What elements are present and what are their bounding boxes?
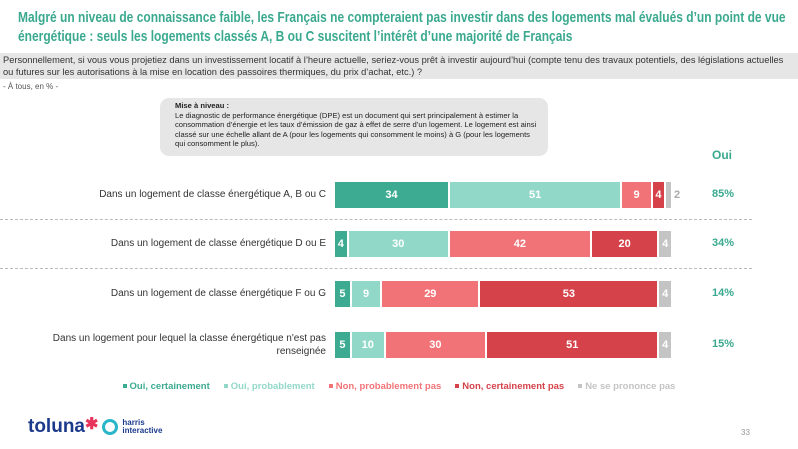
legend-label: Oui, probablement <box>230 381 315 392</box>
page-number: 33 <box>741 428 750 437</box>
base-note: - À tous, en % - <box>3 82 59 91</box>
bar-segment: 34 <box>335 182 450 208</box>
bar-segment: 5 <box>335 281 352 307</box>
legend-label: Oui, certainement <box>129 381 210 392</box>
bar-value-label: 10 <box>361 339 374 351</box>
bar-segment: 20 <box>591 231 660 257</box>
bar-value-label: 4 <box>655 189 662 201</box>
bar-segment: 30 <box>348 231 450 257</box>
summary-header: Oui <box>712 148 732 162</box>
info-box-text: Le diagnostic de performance énergétique… <box>175 110 537 149</box>
legend-swatch-icon <box>328 384 333 389</box>
bar-segment: 42 <box>449 231 592 257</box>
bar-value-label: 30 <box>392 238 405 250</box>
legend-swatch-icon <box>455 384 460 389</box>
bar-segment: 53 <box>480 281 660 307</box>
legend-item: Non, probablement pas <box>328 381 442 392</box>
legend-swatch-icon <box>122 384 127 389</box>
legend-swatch-icon <box>578 384 583 389</box>
category-label: Dans un logement pour lequel la classe é… <box>52 333 326 357</box>
bar-segment: 4 <box>659 281 673 307</box>
bar-value-label: 5 <box>339 339 346 351</box>
bar-value-label: 51 <box>528 189 542 201</box>
legend-label: Ne se prononce pas <box>585 381 676 392</box>
bar-segment: 9 <box>622 182 653 208</box>
page-title: Malgré un niveau de connaissance faible,… <box>18 9 786 45</box>
header: Malgré un niveau de connaissance faible,… <box>0 8 798 91</box>
legend-item: Oui, certainement <box>122 381 210 392</box>
legend-swatch-icon <box>223 384 228 389</box>
info-box: Mise à niveau : Le diagnostic de perform… <box>160 98 548 156</box>
bar-segment: 5 <box>335 332 352 358</box>
bar-value-label: 30 <box>429 339 442 351</box>
bar-value-label: 42 <box>513 238 526 250</box>
legend-item: Non, certainement pas <box>455 381 564 392</box>
category-label: Dans un logement de classe énergétique A… <box>99 189 326 200</box>
bar-segment: 4 <box>652 182 667 208</box>
bar-segment: 4 <box>659 231 673 257</box>
bar-value-label: 34 <box>385 189 398 201</box>
legend: Oui, certainement Oui, probablement Non, p… <box>0 381 798 392</box>
oui-total: 15% <box>712 338 735 350</box>
bar-value-label: 4 <box>337 238 344 250</box>
harris-logo-line2: interactive <box>122 426 163 435</box>
bar-value-label: 4 <box>662 238 669 250</box>
category-label: Dans un logement de classe énergétique D… <box>110 238 326 249</box>
harris-logo-line1: harris <box>122 418 145 427</box>
bar-segment: 10 <box>351 332 386 358</box>
legend-item: Ne se prononce pas <box>578 381 675 392</box>
bar-segment: 51 <box>487 332 660 358</box>
category-label: Dans un logement de classe énergétique F… <box>110 288 326 299</box>
bar-value-label: 53 <box>562 288 576 300</box>
bar-value-label: 4 <box>662 339 669 351</box>
bar-value-label: 9 <box>633 189 640 201</box>
bar-segment: 30 <box>385 332 488 358</box>
oui-total: 14% <box>712 287 735 299</box>
legend-label: Non, probablement pas <box>335 381 442 392</box>
bar-value-label: 5 <box>339 288 346 300</box>
bar-segment: 9 <box>351 281 383 307</box>
bar-segment: 4 <box>659 332 673 358</box>
row-separator <box>0 219 752 220</box>
bar-value-label: 9 <box>363 288 370 300</box>
toluna-logo: toluna <box>28 416 85 437</box>
legend-item: Oui, probablement <box>223 381 315 392</box>
bar-value-label: 20 <box>618 238 631 250</box>
bar-value-label: 4 <box>662 288 669 300</box>
bar-value-label: 2 <box>673 189 681 201</box>
oui-total: 34% <box>712 237 735 249</box>
oui-total: 85% <box>712 188 735 200</box>
info-box-title: Mise à niveau : <box>175 101 230 110</box>
bar-segment: 29 <box>382 281 481 307</box>
bar-value-label: 29 <box>424 288 437 300</box>
bar-segment: 51 <box>449 182 623 208</box>
legend-label: Non, certainement pas <box>462 381 565 392</box>
bar-segment: 2 <box>666 182 680 208</box>
survey-question: Personnellement, si vous vous projetiez … <box>0 53 798 79</box>
bar-value-label: 51 <box>566 339 579 351</box>
ring-icon <box>102 419 119 435</box>
asterisk-icon: ✱ <box>85 416 99 433</box>
logo: toluna ✱ harris interactive <box>28 416 162 438</box>
row-separator <box>0 268 752 269</box>
bar-segment: 4 <box>335 231 349 257</box>
